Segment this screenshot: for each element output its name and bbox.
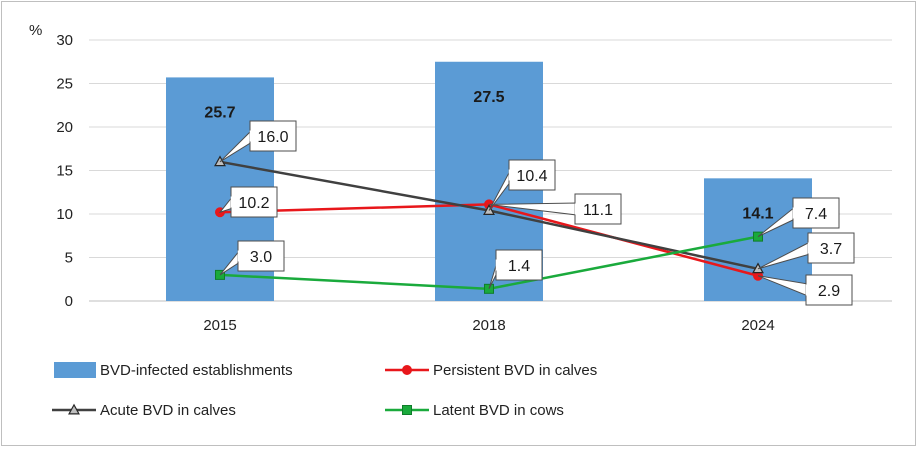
legend-marker-acute-bvd-in-calves <box>68 403 80 415</box>
callout-acute-bvd-in-calves-2015: 16.0 <box>219 120 297 163</box>
bar-label-2024: 14.1 <box>742 205 773 222</box>
callout-box <box>805 274 853 306</box>
legend-label-latent-bvd-in-cows: Latent BVD in cows <box>433 402 564 419</box>
callout-persistent-bvd-in-calves-2018: 11.1 <box>488 193 622 225</box>
y-unit-label: % <box>29 22 42 39</box>
callout-acute-bvd-in-calves-2024: 3.7 <box>757 232 855 270</box>
callout-box <box>495 249 543 281</box>
data-label-persistent-bvd-in-calves-2015: 10.2 <box>238 195 269 212</box>
callout-acute-bvd-in-calves-2018: 10.4 <box>488 159 556 211</box>
legend-label-bvd-infected-establishments: BVD-infected establishments <box>100 362 293 379</box>
legend-label-acute-bvd-in-calves: Acute BVD in calves <box>100 402 236 419</box>
data-label-latent-bvd-in-cows-2024: 7.4 <box>805 206 827 223</box>
callout-latent-bvd-in-cows-2024: 7.4 <box>757 197 840 238</box>
data-label-latent-bvd-in-cows-2018: 1.4 <box>508 258 530 275</box>
bar-label-2015: 25.7 <box>204 104 235 121</box>
data-label-acute-bvd-in-calves-2018: 10.4 <box>516 168 547 185</box>
data-label-acute-bvd-in-calves-2024: 3.7 <box>820 241 842 258</box>
y-tick-15: 15 <box>56 163 73 180</box>
legend-swatch-bvd-infected-establishments <box>54 362 96 378</box>
callout-box <box>807 232 855 264</box>
data-label-persistent-bvd-in-calves-2024: 2.9 <box>818 283 840 300</box>
callout-box <box>237 240 285 272</box>
callout-box <box>574 193 622 225</box>
legend-item-latent-bvd-in-cows: Latent BVD in cows <box>385 402 564 419</box>
x-tick-2015: 2015 <box>203 317 236 334</box>
data-label-acute-bvd-in-calves-2015: 16.0 <box>257 129 288 146</box>
legend-marker-persistent-bvd-in-calves <box>402 365 412 375</box>
legend: BVD-infected establishments Persistent BV… <box>52 362 597 419</box>
x-tick-2018: 2018 <box>472 317 505 334</box>
legend-item-persistent-bvd-in-calves: Persistent BVD in calves <box>385 362 597 379</box>
legend-label-persistent-bvd-in-calves: Persistent BVD in calves <box>433 362 597 379</box>
callout-persistent-bvd-in-calves-2015: 10.2 <box>218 186 278 218</box>
data-label-callouts: 10.2 11.1 2.9 16.0 10.4 3.7 3.0 1.4 7.4 <box>218 120 855 306</box>
y-tick-30: 30 <box>56 32 73 49</box>
legend-item-acute-bvd-in-calves: Acute BVD in calves <box>52 402 236 419</box>
callout-box <box>508 159 556 191</box>
y-tick-0: 0 <box>65 293 73 310</box>
y-tick-10: 10 <box>56 206 73 223</box>
data-label-latent-bvd-in-cows-2015: 3.0 <box>250 249 272 266</box>
x-tick-2024: 2024 <box>741 317 774 334</box>
callout-box <box>792 197 840 229</box>
callout-box <box>230 186 278 218</box>
bar-label-2018: 27.5 <box>473 89 504 106</box>
legend-item-bvd-infected-establishments: BVD-infected establishments <box>54 362 293 379</box>
y-tick-20: 20 <box>56 119 73 136</box>
callout-persistent-bvd-in-calves-2024: 2.9 <box>757 274 853 306</box>
callout-latent-bvd-in-cows-2018: 1.4 <box>488 249 543 290</box>
legend-marker-latent-bvd-in-cows <box>402 405 412 415</box>
callout-box <box>249 120 297 152</box>
y-tick-25: 25 <box>56 76 73 93</box>
callout-latent-bvd-in-cows-2015: 3.0 <box>219 240 285 276</box>
y-tick-5: 5 <box>65 250 73 267</box>
data-label-persistent-bvd-in-calves-2018: 11.1 <box>583 202 613 219</box>
axes: 0 5 10 15 20 25 30% 2015 2018 2024 <box>29 22 775 334</box>
